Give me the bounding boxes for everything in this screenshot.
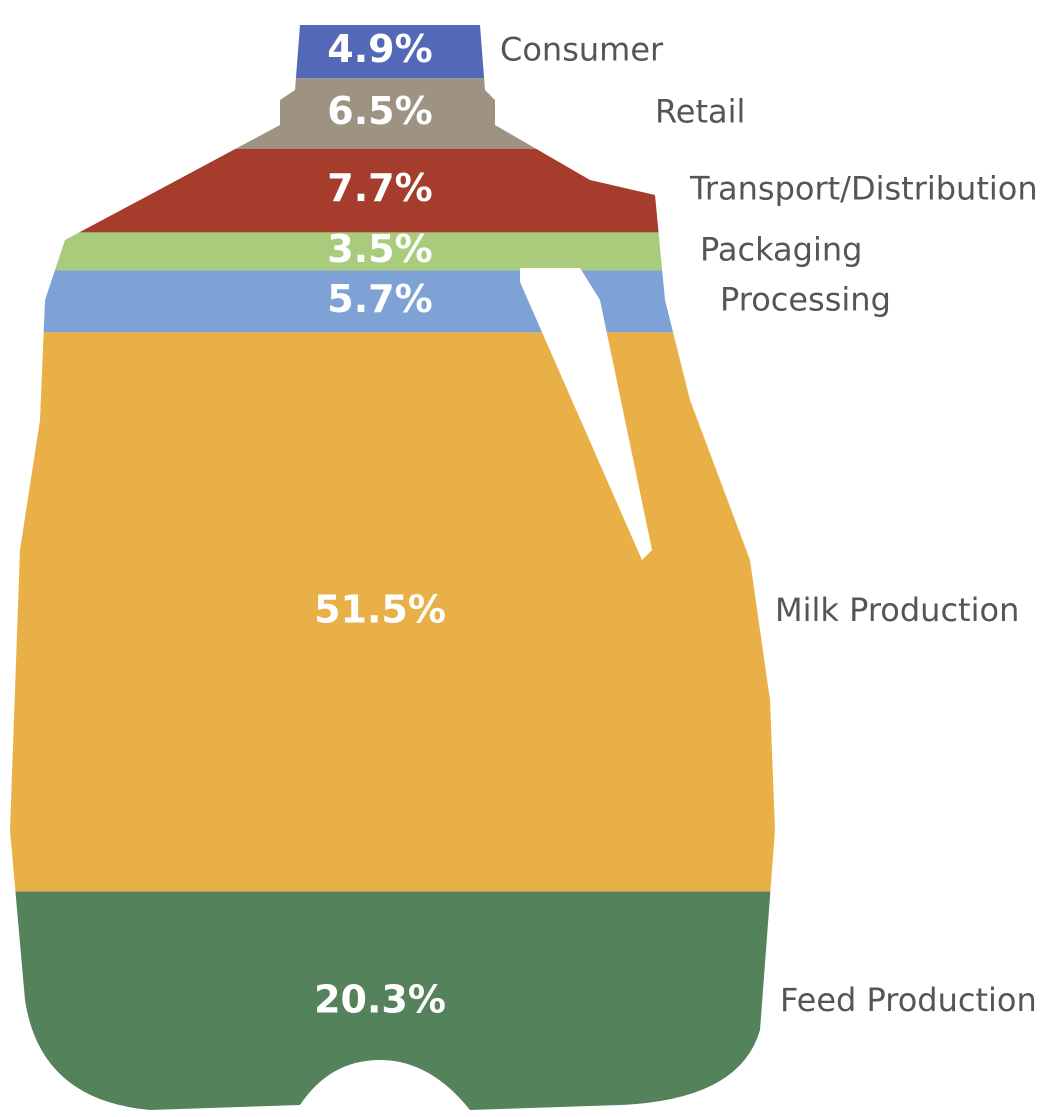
value-label: 5.7% — [327, 277, 432, 321]
category-label: Processing — [720, 280, 891, 318]
category-label: Retail — [655, 93, 745, 131]
value-label: 20.3% — [314, 977, 446, 1021]
band — [10, 78, 775, 149]
category-label: Feed Production — [780, 981, 1037, 1019]
jug-handle — [520, 268, 652, 560]
band — [10, 270, 775, 333]
category-label: Milk Production — [775, 591, 1019, 629]
band — [10, 332, 775, 892]
category-label: Packaging — [700, 230, 862, 268]
value-label: 4.9% — [327, 27, 432, 71]
value-label: 6.5% — [327, 89, 432, 133]
category-label: Consumer — [500, 31, 664, 69]
band — [10, 232, 775, 271]
category-label: Transport/Distribution — [689, 170, 1038, 208]
value-label: 3.5% — [327, 227, 432, 271]
value-label: 7.7% — [327, 166, 432, 210]
labels: 4.9% Consumer 6.5% Retail 7.7% Transport/Dist… — [314, 27, 1038, 1021]
value-label: 51.5% — [314, 587, 446, 631]
